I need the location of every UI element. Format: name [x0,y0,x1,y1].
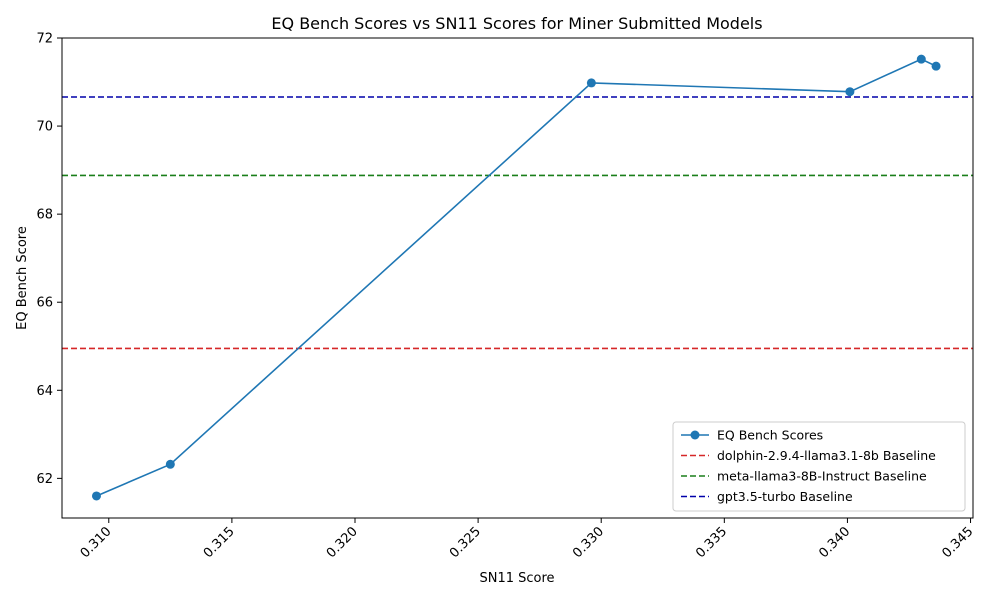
x-tick-label: 0.325 [447,524,484,561]
chart-title: EQ Bench Scores vs SN11 Scores for Miner… [271,14,762,33]
x-tick-label: 0.320 [324,524,361,561]
y-axis-label: EQ Bench Score [15,226,30,330]
x-tick-label: 0.310 [78,524,115,561]
legend: EQ Bench Scores dolphin-2.9.4-llama3.1-8b… [672,421,966,512]
legend-box [672,421,966,512]
data-point [165,459,175,469]
y-tick-label: 70 [36,120,53,135]
data-point [91,491,101,501]
y-tick-label: 66 [36,296,53,311]
plot-area [62,54,973,501]
y-tick-label: 62 [36,472,53,487]
x-tick-label: 0.335 [693,524,730,561]
x-tick-label: 0.345 [939,524,976,561]
axes-frame [61,37,974,519]
x-tick-label: 0.340 [816,524,853,561]
data-point [931,61,941,71]
x-tick-label: 0.315 [201,524,238,561]
legend-marker [690,430,700,440]
y-tick-label: 68 [36,208,53,223]
x-axis-label: SN11 Score [479,571,554,586]
data-point [916,54,926,64]
legend-label-3: gpt3.5-turbo Baseline [717,489,853,504]
legend-label-0: EQ Bench Scores [717,428,823,443]
x-tick-label: 0.330 [570,524,607,561]
y-tick-label: 64 [36,384,53,399]
y-tick-label: 72 [36,32,53,47]
data-point [845,87,855,97]
legend-label-1: dolphin-2.9.4-llama3.1-8b Baseline [717,448,936,463]
data-point [586,78,596,88]
legend-label-2: meta-llama3-8B-Instruct Baseline [717,469,927,484]
